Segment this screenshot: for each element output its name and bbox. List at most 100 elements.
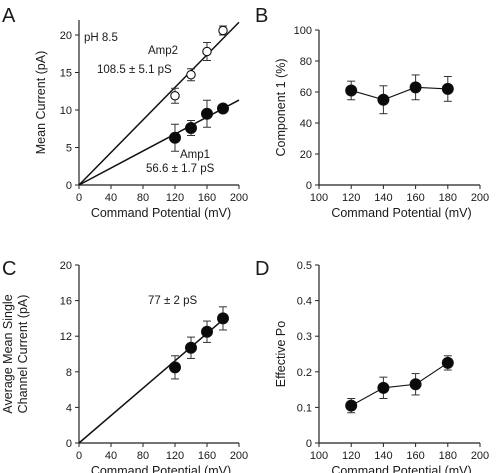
x-tick-label: 160 bbox=[406, 450, 424, 462]
x-tick-label: 200 bbox=[230, 192, 248, 204]
panel-letter: D bbox=[255, 258, 269, 280]
fit-line bbox=[78, 21, 240, 186]
x-tick-label: 120 bbox=[342, 450, 360, 462]
panel-d: D 100 120 140 160 180 200 0 0.1 0.2 0.3 0.4 0.5 Comma… bbox=[255, 258, 489, 473]
y-tick-label: 8 bbox=[66, 367, 72, 379]
data-point bbox=[377, 381, 390, 394]
data-point bbox=[169, 361, 181, 374]
x-tick-label: 80 bbox=[137, 450, 149, 462]
series-label-amp1: Amp1 bbox=[180, 149, 210, 161]
panel-letter: A bbox=[2, 5, 16, 27]
x-tick-label: 120 bbox=[342, 192, 360, 204]
data-point bbox=[409, 378, 422, 391]
data-point bbox=[202, 46, 212, 57]
y-tick-label: 100 bbox=[294, 25, 312, 37]
data-point bbox=[409, 81, 422, 94]
x-tick-label: 100 bbox=[310, 192, 328, 204]
y-tick-label: 0 bbox=[306, 438, 312, 450]
x-tick-label: 100 bbox=[310, 450, 328, 462]
y-tick-label: 10 bbox=[60, 105, 72, 117]
y-tick-label: 20 bbox=[60, 30, 72, 42]
y-tick-label: 16 bbox=[60, 296, 72, 308]
data-point bbox=[377, 93, 390, 106]
x-tick-label: 160 bbox=[198, 192, 216, 204]
data-point bbox=[345, 84, 358, 97]
y-tick-label: 12 bbox=[60, 331, 72, 343]
annotation-ph: pH 8.5 bbox=[84, 32, 118, 44]
data-point bbox=[185, 341, 197, 354]
x-tick-label: 140 bbox=[374, 450, 392, 462]
x-tick-label: 180 bbox=[439, 450, 457, 462]
data-point bbox=[201, 325, 213, 338]
x-tick-label: 160 bbox=[198, 450, 216, 462]
series-line bbox=[351, 86, 448, 101]
y-tick-label: 0.5 bbox=[297, 260, 312, 272]
panel-a: A 0 40 80 120 160 200 0 5 10 15 20 Command Potential… bbox=[2, 5, 248, 220]
y-tick-label: 15 bbox=[60, 68, 72, 80]
data-point bbox=[170, 91, 180, 101]
data-point bbox=[218, 25, 228, 36]
y-tick-label: 0.3 bbox=[297, 331, 312, 343]
data-point bbox=[185, 122, 197, 134]
data-point bbox=[217, 102, 229, 115]
data-point bbox=[217, 312, 229, 325]
y-tick-label: 80 bbox=[300, 56, 312, 68]
conductance-panel-c: 77 ± 2 pS bbox=[148, 295, 197, 307]
panel-letter: C bbox=[2, 258, 16, 280]
y-axis-label: Component 1 (%) bbox=[274, 59, 288, 157]
x-tick-label: 120 bbox=[166, 450, 184, 462]
x-tick-label: 0 bbox=[76, 450, 82, 462]
x-tick-label: 40 bbox=[105, 450, 117, 462]
x-tick-label: 40 bbox=[105, 192, 117, 204]
x-axis-label: Command Potential (mV) bbox=[331, 206, 471, 220]
panel-c: C 0 40 80 120 160 200 0 4 8 12 16 20 Command Potentia… bbox=[1, 258, 248, 473]
x-axis-label: Command Potential (mV) bbox=[91, 464, 231, 473]
data-point bbox=[169, 131, 181, 144]
x-tick-label: 200 bbox=[230, 450, 248, 462]
y-axis-label: Average Mean Single bbox=[1, 294, 15, 413]
series-line bbox=[350, 362, 449, 407]
y-axis-label: Channel Current (pA) bbox=[16, 295, 30, 414]
y-axis-label: Mean Current (pA) bbox=[34, 51, 48, 155]
series bbox=[78, 21, 240, 186]
y-tick-label: 0.4 bbox=[297, 296, 312, 308]
y-axis-label: Effective Po bbox=[274, 321, 288, 388]
x-tick-label: 120 bbox=[166, 192, 184, 204]
x-axis-label: Command Potential (mV) bbox=[331, 464, 471, 473]
y-tick-label: 60 bbox=[300, 87, 312, 99]
panel-letter: B bbox=[255, 5, 268, 27]
conductance-amp1: 56.6 ± 1.7 pS bbox=[146, 163, 215, 175]
y-tick-label: 4 bbox=[66, 402, 72, 414]
y-tick-label: 0.1 bbox=[297, 402, 312, 414]
y-tick-label: 40 bbox=[300, 118, 312, 130]
x-tick-label: 180 bbox=[439, 192, 457, 204]
series bbox=[78, 306, 229, 444]
conductance-amp2: 108.5 ± 5.1 pS bbox=[97, 64, 172, 76]
y-tick-label: 20 bbox=[60, 260, 72, 272]
x-tick-label: 200 bbox=[471, 192, 489, 204]
fit-line bbox=[78, 317, 226, 444]
data-point bbox=[345, 399, 358, 412]
y-tick-label: 0 bbox=[66, 438, 72, 450]
data-point bbox=[201, 107, 213, 120]
x-tick-label: 200 bbox=[471, 450, 489, 462]
y-tick-label: 0 bbox=[306, 180, 312, 192]
x-tick-label: 140 bbox=[374, 192, 392, 204]
series bbox=[345, 355, 454, 414]
y-tick-label: 0 bbox=[66, 180, 72, 192]
x-tick-label: 0 bbox=[76, 192, 82, 204]
y-tick-label: 5 bbox=[66, 143, 72, 155]
series bbox=[345, 74, 454, 115]
series bbox=[78, 99, 240, 186]
x-tick-label: 160 bbox=[406, 192, 424, 204]
x-axis-label: Command Potential (mV) bbox=[91, 206, 231, 220]
y-tick-label: 20 bbox=[300, 149, 312, 161]
data-point bbox=[441, 82, 454, 95]
x-tick-label: 80 bbox=[137, 192, 149, 204]
data-point bbox=[441, 356, 454, 369]
data-point bbox=[186, 70, 196, 80]
y-tick-label: 0.2 bbox=[297, 367, 312, 379]
series-label-amp2: Amp2 bbox=[148, 45, 178, 57]
